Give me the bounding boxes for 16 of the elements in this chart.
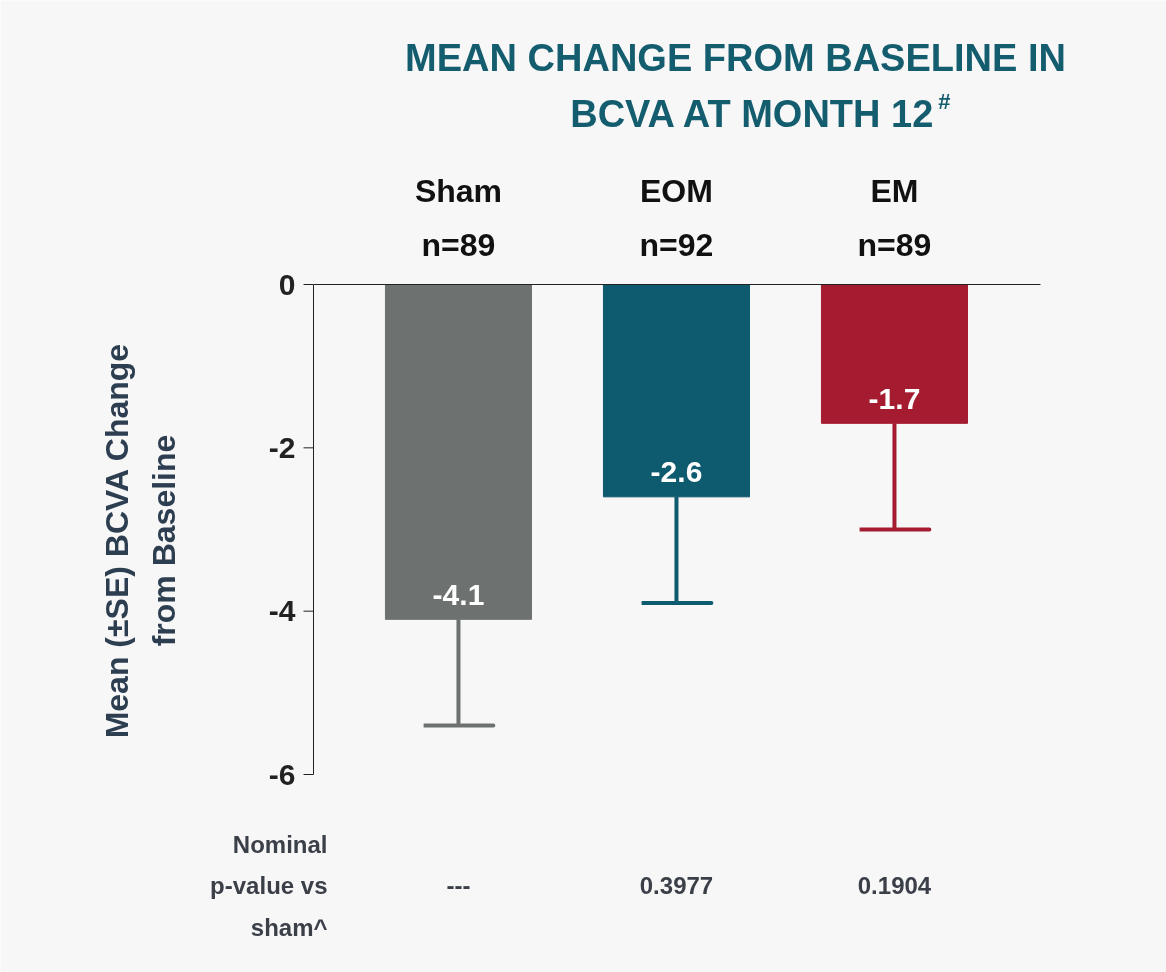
- data-label: -2.6: [650, 455, 703, 489]
- y-tick-label: 0: [278, 267, 296, 301]
- text: 0.3977: [639, 872, 714, 899]
- text: 0.1904: [857, 872, 932, 899]
- text: ---: [446, 872, 471, 899]
- x-tick-label: EM n=89: [857, 172, 932, 263]
- text: Nominal p-value vs sham^: [210, 830, 328, 942]
- chart-title: MEAN CHANGE FROM BASELINE IN BCVA AT MONTH 12#: [405, 36, 1066, 135]
- data-label: -4.1: [432, 577, 485, 611]
- y-tick-label: -6: [268, 757, 296, 791]
- data-label: -1.7: [868, 381, 921, 415]
- y-axis-title: Mean (±SE) BCVA Change from Baseline: [99, 343, 182, 739]
- x-tick-label: EOM n=92: [639, 172, 714, 263]
- y-tick-label: -4: [268, 594, 296, 628]
- y-tick-label: -2: [268, 430, 296, 464]
- x-tick-label: Sham n=89: [414, 172, 503, 263]
